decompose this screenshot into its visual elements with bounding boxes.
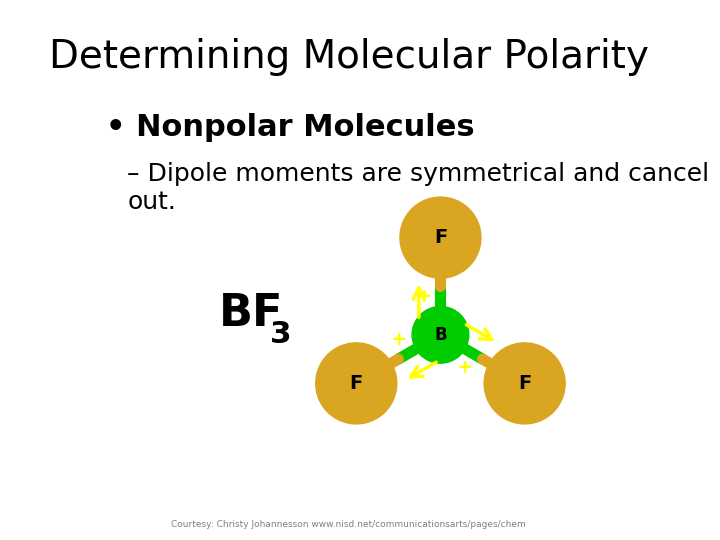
Text: Courtesy: Christy Johannesson www.nisd.net/communicationsarts/pages/chem: Courtesy: Christy Johannesson www.nisd.n… [171,520,526,529]
Text: 3: 3 [270,320,292,349]
Text: +: + [392,330,408,349]
Text: B: B [434,326,446,344]
Text: F: F [518,374,531,393]
Circle shape [484,343,565,424]
Text: F: F [350,374,363,393]
Circle shape [316,343,397,424]
Text: +: + [416,287,433,307]
Circle shape [412,307,469,363]
Text: F: F [434,228,447,247]
Text: – Dipole moments are symmetrical and cancel out.: – Dipole moments are symmetrical and can… [127,162,709,214]
Text: • Nonpolar Molecules: • Nonpolar Molecules [106,113,474,143]
Text: +: + [456,358,473,377]
Circle shape [400,197,481,278]
Text: BF: BF [219,292,284,335]
Text: Determining Molecular Polarity: Determining Molecular Polarity [49,38,649,76]
